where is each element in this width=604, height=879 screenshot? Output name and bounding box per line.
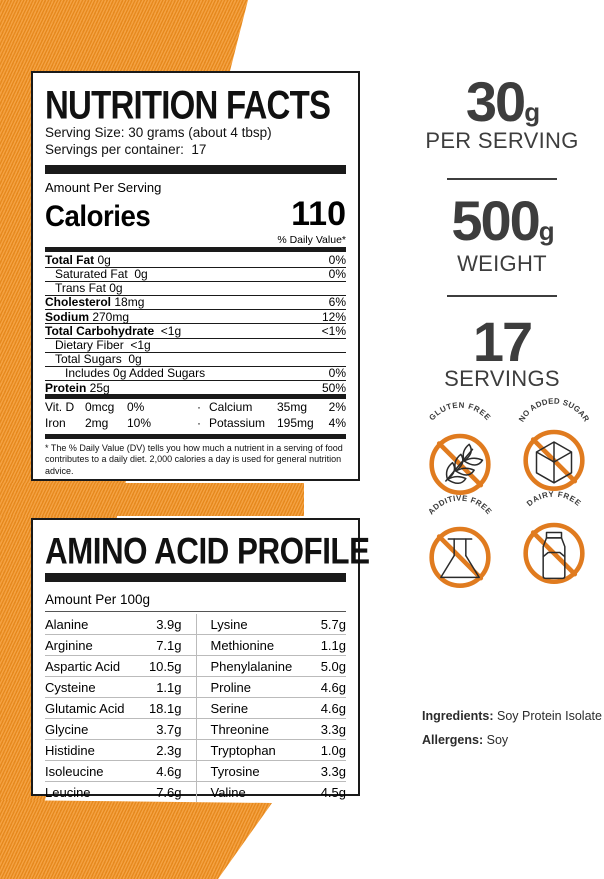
svg-text:NO ADDED SUGAR: NO ADDED SUGAR [517, 397, 591, 424]
svg-text:DAIRY FREE: DAIRY FREE [525, 490, 583, 508]
svg-text:GLUTEN FREE: GLUTEN FREE [427, 401, 492, 422]
svg-text:ADDITIVE FREE: ADDITIVE FREE [426, 494, 493, 516]
